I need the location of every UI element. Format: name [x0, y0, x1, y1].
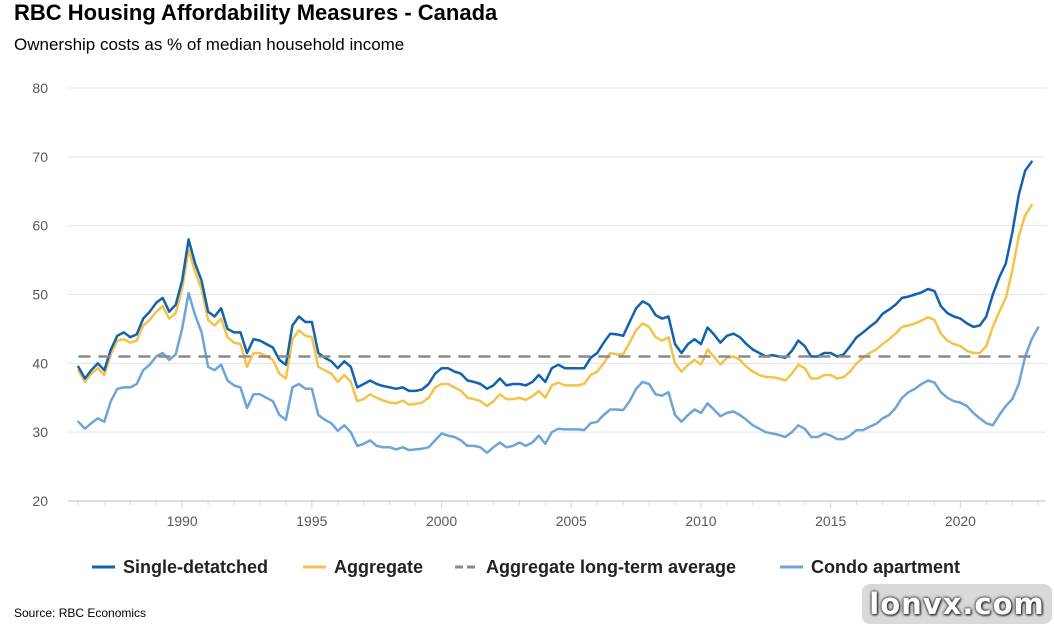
series-line-single-detatched — [77, 160, 1033, 393]
source-note: Source: RBC Economics — [14, 606, 147, 620]
legend-item: Single-detatched — [92, 557, 268, 577]
y-tick-label: 50 — [32, 287, 48, 303]
legend-label: Condo apartment — [811, 557, 960, 577]
chart-title: RBC Housing Affordability Measures - Can… — [14, 0, 498, 25]
legend-item: Aggregate — [303, 557, 423, 577]
x-tick-label: 2015 — [815, 513, 846, 529]
gridlines — [68, 87, 1046, 433]
series-line-aggregate — [77, 203, 1033, 408]
legend-label: Single-detatched — [123, 557, 268, 577]
y-tick-label: 80 — [32, 80, 48, 96]
y-tick-label: 70 — [32, 149, 48, 165]
y-tick-label: 20 — [32, 493, 48, 509]
chart-subtitle: Ownership costs as % of median household… — [14, 35, 405, 54]
watermark-logo: lonvx.com — [862, 584, 1052, 624]
x-tick-label: 1995 — [296, 513, 327, 529]
axes: 20 30 40 50 60 70 80 1990 1995 2000 2005 2010 2015 20… — [32, 80, 1046, 529]
legend-label: Aggregate — [334, 557, 423, 577]
x-tick-label: 2010 — [685, 513, 716, 529]
x-tick-label: 2000 — [426, 513, 457, 529]
x-tick-label: 2005 — [556, 513, 587, 529]
legend-label: Aggregate long-term average — [486, 557, 736, 577]
series-line-condo-apartment — [77, 291, 1040, 455]
x-tick-label: 2020 — [945, 513, 976, 529]
y-tick-label: 60 — [32, 218, 48, 234]
legend-item: Aggregate long-term average — [455, 557, 736, 577]
legend: Single-detatched Aggregate Aggregate long-… — [92, 557, 960, 577]
x-tick-label: 1990 — [167, 513, 198, 529]
series-lines — [77, 160, 1040, 455]
legend-item: Condo apartment — [780, 557, 960, 577]
y-tick-label: 40 — [32, 355, 48, 371]
y-tick-label: 30 — [32, 424, 48, 440]
